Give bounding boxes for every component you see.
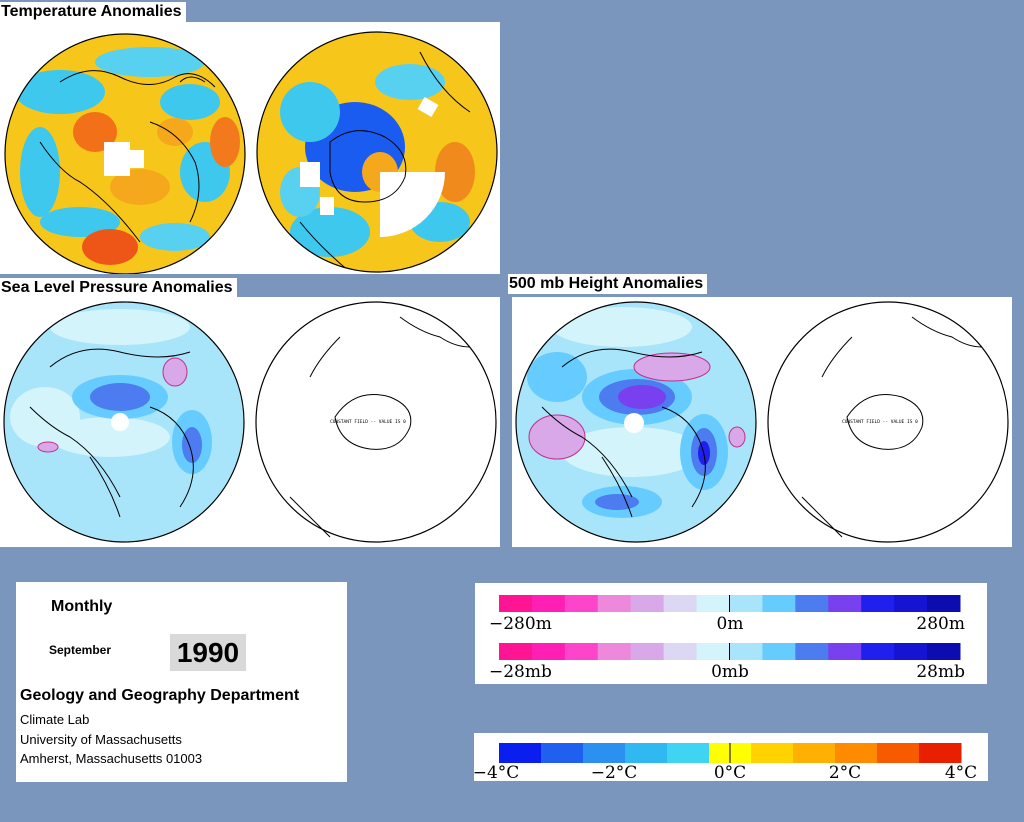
month-label: September	[49, 643, 112, 657]
height-colorbar-swatch	[531, 595, 566, 612]
temperature-colorbar-swatch	[625, 743, 668, 763]
temperature-colorbar-swatch	[751, 743, 794, 763]
pressure-colorbar-swatch	[564, 643, 599, 660]
height-colorbar-swatch	[861, 595, 895, 612]
info-box: Monthly September 1990 Geology and Geogr…	[16, 582, 347, 782]
temperature-colorbar-swatch	[877, 743, 920, 763]
height-title: 500 mb Height Anomalies	[508, 274, 708, 294]
anomaly-colorbars: −280m 0m 280m −28mb 0mb 28mb	[489, 595, 965, 682]
temperature-colorbar-svg: −4°C −2°C 0°C 2°C 4°C	[474, 743, 977, 781]
temperature-colorbar-swatch	[919, 743, 962, 763]
university-name: University of Massachusetts	[20, 732, 182, 747]
slp-panel: CONSTANT FIELD -- VALUE IS 0	[0, 297, 500, 547]
pressure-colorbar-swatch	[630, 643, 665, 660]
temperature-panel	[0, 22, 500, 274]
height-colorbar-swatch	[597, 595, 632, 612]
pressure-legend-zero: 0mb	[711, 662, 749, 682]
slp-maps: CONSTANT FIELD -- VALUE IS 0	[3, 301, 497, 543]
height-colorbar-swatch	[696, 595, 730, 612]
slp-constant-field-note: CONSTANT FIELD -- VALUE IS 0	[330, 419, 406, 425]
height-colorbar-swatch	[894, 595, 928, 612]
address-line: Amherst, Massachusetts 01003	[20, 751, 203, 766]
height-colorbar-swatch	[729, 595, 763, 612]
height-pressure-legend: −280m 0m 280m −28mb 0mb 28mb	[475, 583, 987, 684]
temperature-north-map	[5, 34, 245, 274]
height-colorbar-swatch	[663, 595, 698, 612]
height-colorbar-swatch	[828, 595, 862, 612]
temperature-legend-minus4: −4°C	[474, 763, 519, 781]
temperature-south-map	[257, 32, 497, 272]
height-colorbar-swatch	[564, 595, 599, 612]
pressure-colorbar-swatch	[663, 643, 698, 660]
pressure-colorbar-swatch	[499, 643, 533, 660]
slp-south-map: CONSTANT FIELD -- VALUE IS 0	[255, 301, 497, 543]
height-maps: CONSTANT FIELD -- VALUE IS 0	[515, 301, 1009, 543]
temperature-colorbar	[499, 743, 962, 763]
pressure-colorbar-swatch	[828, 643, 862, 660]
height-panel: CONSTANT FIELD -- VALUE IS 0	[512, 297, 1012, 547]
pressure-legend-max: 28mb	[916, 662, 965, 682]
temperature-colorbar-swatch	[835, 743, 878, 763]
temperature-maps	[4, 31, 498, 274]
height-legend-min: −280m	[489, 614, 552, 634]
pressure-colorbar-swatch	[762, 643, 796, 660]
lab-name: Climate Lab	[20, 712, 90, 727]
pressure-colorbar-swatch	[696, 643, 730, 660]
pressure-legend-min: −28mb	[489, 662, 552, 682]
temperature-colorbar-swatch	[667, 743, 710, 763]
height-north-map	[516, 302, 756, 542]
pressure-colorbar-swatch	[531, 643, 566, 660]
temperature-colorbar-swatch	[541, 743, 584, 763]
slp-title: Sea Level Pressure Anomalies	[0, 278, 237, 298]
period-label: Monthly	[51, 598, 113, 615]
height-colorbar	[499, 595, 961, 612]
height-south-map: CONSTANT FIELD -- VALUE IS 0	[767, 301, 1009, 543]
pressure-colorbar	[499, 643, 961, 660]
height-legend-zero: 0m	[717, 614, 744, 634]
temperature-colorbar-swatch	[499, 743, 542, 763]
height-colorbar-swatch	[927, 595, 961, 612]
height-legend-max: 280m	[916, 614, 965, 634]
temperature-legend-zero: 0°C	[714, 763, 746, 781]
temperature-legend-minus2: −2°C	[591, 763, 638, 781]
temperature-colorbar-swatch	[793, 743, 836, 763]
pressure-colorbar-swatch	[597, 643, 632, 660]
pressure-colorbar-swatch	[795, 643, 829, 660]
slp-north-map	[4, 302, 244, 542]
pressure-colorbar-swatch	[861, 643, 895, 660]
pressure-colorbar-swatch	[729, 643, 763, 660]
height-constant-field-note: CONSTANT FIELD -- VALUE IS 0	[842, 419, 918, 425]
pressure-colorbar-swatch	[927, 643, 961, 660]
height-colorbar-swatch	[762, 595, 796, 612]
temperature-colorbar-swatch	[583, 743, 626, 763]
temperature-title: Temperature Anomalies	[0, 2, 186, 22]
pressure-colorbar-swatch	[894, 643, 928, 660]
height-colorbar-swatch	[795, 595, 829, 612]
year-label: 1990	[170, 634, 246, 671]
temperature-legend-plus4: 4°C	[945, 763, 977, 781]
temperature-legend-plus2: 2°C	[829, 763, 861, 781]
temperature-legend: −4°C −2°C 0°C 2°C 4°C	[474, 733, 988, 781]
height-colorbar-swatch	[630, 595, 665, 612]
height-colorbar-swatch	[499, 595, 533, 612]
department-name: Geology and Geography Department	[20, 687, 300, 704]
